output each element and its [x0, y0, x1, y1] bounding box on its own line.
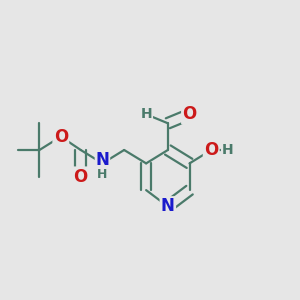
Text: O: O — [54, 128, 68, 146]
Text: N: N — [161, 197, 175, 215]
Text: N: N — [95, 151, 110, 169]
Text: O: O — [74, 168, 88, 186]
Text: H: H — [222, 143, 234, 157]
Text: O: O — [204, 141, 218, 159]
Text: H: H — [140, 107, 152, 121]
Text: H: H — [97, 168, 108, 181]
Text: O: O — [182, 105, 197, 123]
